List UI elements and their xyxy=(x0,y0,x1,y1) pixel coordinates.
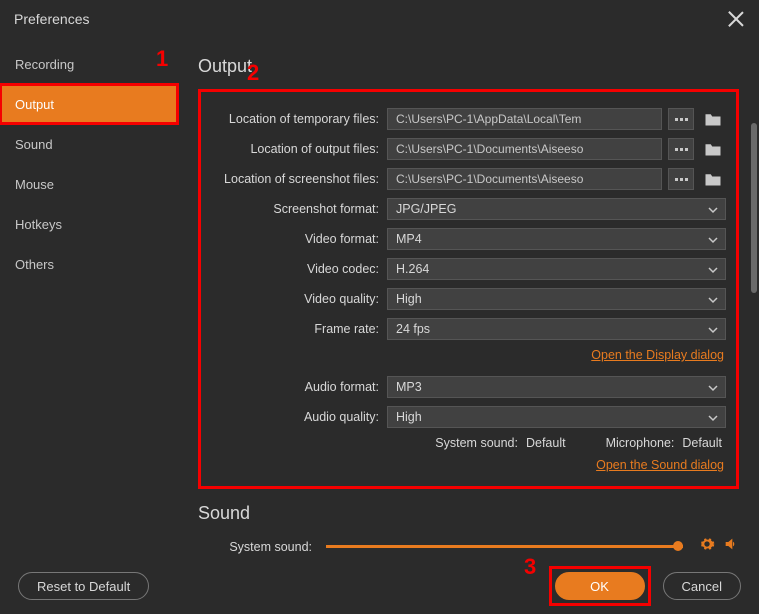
sidebar: Recording Output Sound Mouse Hotkeys Oth… xyxy=(0,38,178,558)
gear-icon[interactable] xyxy=(699,536,715,557)
frame-rate-label: Frame rate: xyxy=(211,322,387,336)
cancel-button[interactable]: Cancel xyxy=(663,572,741,600)
screenshot-files-browse-button[interactable] xyxy=(668,168,694,190)
screenshot-format-select[interactable]: JPG/JPEG xyxy=(387,198,726,220)
slider-thumb[interactable] xyxy=(673,541,683,551)
output-files-browse-button[interactable] xyxy=(668,138,694,160)
audio-defaults-row: System sound: Default Microphone: Default xyxy=(211,436,726,450)
audio-format-select[interactable]: MP3 xyxy=(387,376,726,398)
footer: Reset to Default OK Cancel xyxy=(0,558,759,614)
video-format-label: Video format: xyxy=(211,232,387,246)
chevron-down-icon xyxy=(707,264,717,274)
callout-1: 1 xyxy=(156,46,168,72)
audio-format-label: Audio format: xyxy=(211,380,387,394)
temp-files-label: Location of temporary files: xyxy=(211,112,387,126)
output-section-title: Output xyxy=(198,56,739,77)
content-pane: Output Location of temporary files: C:\U… xyxy=(178,38,759,558)
output-settings-group: Location of temporary files: C:\Users\PC… xyxy=(198,89,739,489)
frame-rate-select[interactable]: 24 fps xyxy=(387,318,726,340)
open-sound-dialog-link[interactable]: Open the Sound dialog xyxy=(596,458,724,472)
chevron-down-icon xyxy=(707,324,717,334)
callout-3: 3 xyxy=(524,554,536,580)
audio-quality-select[interactable]: High xyxy=(387,406,726,428)
window-title: Preferences xyxy=(14,11,89,27)
audio-quality-label: Audio quality: xyxy=(211,410,387,424)
chevron-down-icon xyxy=(707,234,717,244)
system-sound-slider[interactable] xyxy=(326,545,683,548)
system-sound-value: Default xyxy=(526,436,566,450)
temp-files-open-folder-icon[interactable] xyxy=(700,108,726,130)
sound-section: System sound: xyxy=(198,536,739,557)
sidebar-item-recording[interactable]: Recording xyxy=(0,44,178,84)
sidebar-item-output[interactable]: Output xyxy=(0,84,178,124)
temp-files-path[interactable]: C:\Users\PC-1\AppData\Local\Tem xyxy=(387,108,662,130)
microphone-value: Default xyxy=(682,436,722,450)
scrollbar[interactable] xyxy=(751,123,757,293)
sidebar-item-hotkeys[interactable]: Hotkeys xyxy=(0,204,178,244)
system-sound-slider-label: System sound: xyxy=(198,540,318,554)
video-quality-value: High xyxy=(396,292,422,306)
output-files-label: Location of output files: xyxy=(211,142,387,156)
speaker-icon[interactable] xyxy=(723,536,739,557)
frame-rate-value: 24 fps xyxy=(396,322,430,336)
audio-format-value: MP3 xyxy=(396,380,422,394)
video-format-select[interactable]: MP4 xyxy=(387,228,726,250)
chevron-down-icon xyxy=(707,294,717,304)
audio-quality-value: High xyxy=(396,410,422,424)
screenshot-format-label: Screenshot format: xyxy=(211,202,387,216)
microphone-label: Microphone: xyxy=(606,436,675,450)
video-format-value: MP4 xyxy=(396,232,422,246)
chevron-down-icon xyxy=(707,382,717,392)
chevron-down-icon xyxy=(707,412,717,422)
sidebar-item-others[interactable]: Others xyxy=(0,244,178,284)
video-quality-select[interactable]: High xyxy=(387,288,726,310)
screenshot-files-path[interactable]: C:\Users\PC-1\Documents\Aiseeso xyxy=(387,168,662,190)
callout-2: 2 xyxy=(247,60,259,86)
ok-button[interactable]: OK xyxy=(555,572,645,600)
temp-files-browse-button[interactable] xyxy=(668,108,694,130)
titlebar: Preferences xyxy=(0,0,759,38)
close-icon[interactable] xyxy=(727,10,745,28)
ok-highlight-box: OK xyxy=(549,566,651,606)
video-codec-label: Video codec: xyxy=(211,262,387,276)
video-codec-value: H.264 xyxy=(396,262,429,276)
screenshot-files-label: Location of screenshot files: xyxy=(211,172,387,186)
sidebar-item-mouse[interactable]: Mouse xyxy=(0,164,178,204)
screenshot-format-value: JPG/JPEG xyxy=(396,202,456,216)
sidebar-item-sound[interactable]: Sound xyxy=(0,124,178,164)
video-codec-select[interactable]: H.264 xyxy=(387,258,726,280)
video-quality-label: Video quality: xyxy=(211,292,387,306)
chevron-down-icon xyxy=(707,204,717,214)
sound-section-title: Sound xyxy=(198,503,739,524)
output-files-open-folder-icon[interactable] xyxy=(700,138,726,160)
output-files-path[interactable]: C:\Users\PC-1\Documents\Aiseeso xyxy=(387,138,662,160)
screenshot-files-open-folder-icon[interactable] xyxy=(700,168,726,190)
reset-to-default-button[interactable]: Reset to Default xyxy=(18,572,149,600)
system-sound-label: System sound: xyxy=(435,436,518,450)
open-display-dialog-link[interactable]: Open the Display dialog xyxy=(591,348,724,362)
